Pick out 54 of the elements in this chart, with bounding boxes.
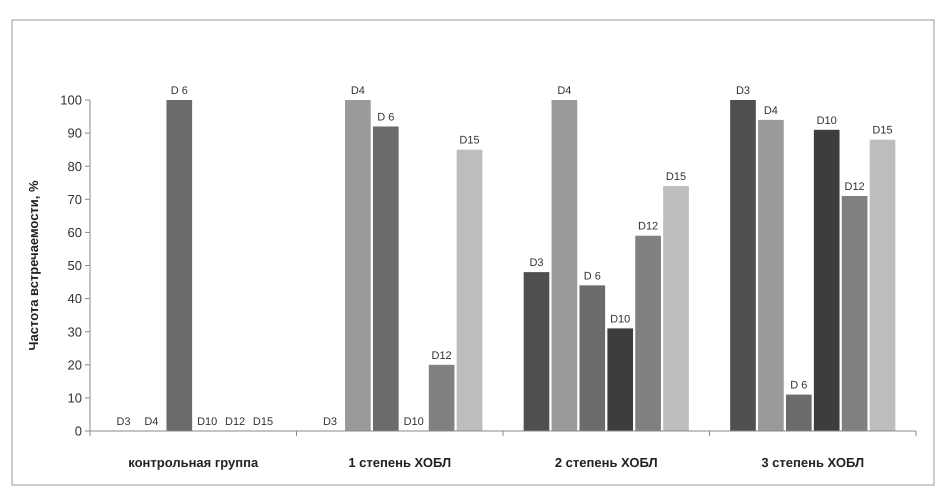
x-tick-label: контрольная группа bbox=[128, 455, 259, 470]
bar bbox=[372, 126, 399, 431]
y-tick-label: 0 bbox=[74, 424, 82, 439]
series-label: D4 bbox=[350, 85, 365, 97]
y-tick-label: 30 bbox=[68, 324, 82, 340]
x-tick-label: 2 степень ХОБЛ bbox=[554, 455, 658, 470]
text: D3 bbox=[116, 416, 131, 428]
bar bbox=[552, 100, 578, 431]
bar bbox=[663, 186, 689, 431]
bar bbox=[758, 120, 784, 431]
bar bbox=[870, 140, 896, 431]
bar bbox=[166, 100, 192, 431]
text: D3 bbox=[322, 416, 338, 428]
y-tick-label: 10 bbox=[68, 390, 82, 406]
y-axis-title: Частота встречаемости, % bbox=[26, 180, 41, 351]
text: D10 bbox=[610, 313, 630, 326]
bar bbox=[524, 272, 550, 431]
x-tick-label: 3 степень ХОБЛ bbox=[761, 455, 864, 470]
text: D12 bbox=[225, 416, 246, 428]
text: D12 bbox=[638, 220, 658, 233]
bar bbox=[730, 100, 756, 431]
series-label: D 6 bbox=[170, 85, 188, 97]
bar bbox=[456, 150, 482, 431]
text: D10 bbox=[404, 416, 424, 428]
bar bbox=[345, 100, 371, 431]
text: D 6 bbox=[790, 380, 808, 392]
text: D4 bbox=[144, 416, 158, 428]
series-label: D10 bbox=[816, 114, 837, 127]
y-tick-label: 60 bbox=[68, 224, 82, 240]
text: D12 bbox=[844, 180, 865, 193]
text: D 6 bbox=[377, 111, 394, 124]
text: D15 bbox=[666, 171, 686, 184]
text: D4 bbox=[764, 104, 778, 117]
y-tick-label: 90 bbox=[68, 126, 82, 141]
text: D3 bbox=[736, 85, 750, 97]
x-tick-label: 1 степень ХОБЛ bbox=[348, 455, 452, 470]
text: D10 bbox=[197, 416, 218, 428]
series-label: D15 bbox=[459, 134, 480, 147]
series-label: D12 bbox=[432, 350, 452, 362]
text: D4 bbox=[557, 85, 572, 97]
text: D 6 bbox=[584, 270, 601, 282]
y-tick-label: 50 bbox=[68, 258, 82, 274]
series-label: D3 bbox=[529, 257, 544, 270]
text: D15 bbox=[252, 416, 274, 428]
y-tick-label: 20 bbox=[68, 357, 82, 372]
y-tick-label: 100 bbox=[60, 92, 82, 108]
bar bbox=[607, 328, 634, 431]
y-tick-label: 80 bbox=[68, 158, 82, 174]
bar bbox=[579, 285, 606, 431]
bar bbox=[786, 394, 812, 431]
bar bbox=[814, 130, 840, 431]
y-tick-label: 70 bbox=[68, 192, 82, 207]
text: D15 bbox=[872, 124, 893, 137]
y-tick-label: 40 bbox=[68, 291, 82, 306]
